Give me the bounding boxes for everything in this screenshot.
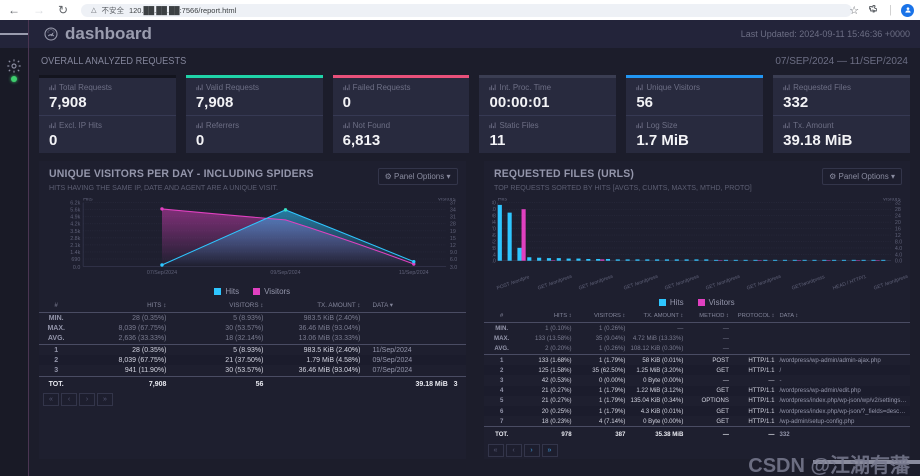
svg-text:2.1k: 2.1k bbox=[70, 243, 80, 249]
svg-text:11/Sep/2024: 11/Sep/2024 bbox=[399, 270, 429, 276]
svg-text:07/Sep/2024: 07/Sep/2024 bbox=[147, 270, 177, 276]
svg-text:34: 34 bbox=[450, 208, 456, 214]
svg-text:0.0: 0.0 bbox=[492, 259, 496, 265]
svg-text:84: 84 bbox=[492, 220, 496, 226]
svg-text:2.8k: 2.8k bbox=[70, 236, 80, 242]
svg-text:4.9k: 4.9k bbox=[70, 215, 80, 221]
svg-text:24: 24 bbox=[894, 214, 900, 220]
svg-text:Hits: Hits bbox=[83, 198, 93, 202]
svg-text:14: 14 bbox=[492, 252, 496, 258]
svg-text:28: 28 bbox=[450, 222, 456, 228]
svg-text:3.0: 3.0 bbox=[450, 265, 457, 271]
svg-text:70: 70 bbox=[492, 226, 496, 232]
svg-text:3.5k: 3.5k bbox=[70, 229, 80, 235]
svg-text:12: 12 bbox=[894, 233, 900, 239]
svg-text:32: 32 bbox=[894, 201, 900, 207]
svg-text:37: 37 bbox=[450, 201, 456, 207]
svg-text:4.0: 4.0 bbox=[894, 252, 901, 258]
svg-text:98: 98 bbox=[492, 214, 496, 220]
svg-text:20: 20 bbox=[894, 220, 900, 226]
svg-text:9.0: 9.0 bbox=[450, 250, 457, 256]
svg-text:15: 15 bbox=[450, 236, 456, 242]
svg-text:6.0: 6.0 bbox=[450, 257, 457, 263]
svg-text:42: 42 bbox=[492, 239, 496, 245]
svg-text:56: 56 bbox=[492, 233, 496, 239]
svg-text:16: 16 bbox=[894, 226, 900, 232]
svg-text:690: 690 bbox=[71, 257, 80, 263]
svg-text:0.0: 0.0 bbox=[73, 265, 80, 271]
svg-text:6.2k: 6.2k bbox=[70, 201, 80, 207]
svg-text:Hits: Hits bbox=[497, 198, 507, 202]
svg-text:5.6k: 5.6k bbox=[70, 208, 80, 214]
svg-text:0.0: 0.0 bbox=[894, 259, 901, 265]
svg-text:31: 31 bbox=[450, 215, 456, 221]
svg-text:110: 110 bbox=[492, 207, 496, 213]
svg-text:8.0: 8.0 bbox=[894, 239, 901, 245]
svg-text:28: 28 bbox=[894, 207, 900, 213]
svg-text:09/Sep/2024: 09/Sep/2024 bbox=[270, 270, 300, 276]
svg-text:130: 130 bbox=[492, 201, 496, 207]
svg-text:4.2k: 4.2k bbox=[70, 222, 80, 228]
svg-text:19: 19 bbox=[450, 229, 456, 235]
svg-text:12: 12 bbox=[450, 243, 456, 249]
svg-text:28: 28 bbox=[492, 246, 496, 252]
svg-text:1.4k: 1.4k bbox=[70, 250, 80, 256]
svg-text:4.0: 4.0 bbox=[894, 246, 901, 252]
